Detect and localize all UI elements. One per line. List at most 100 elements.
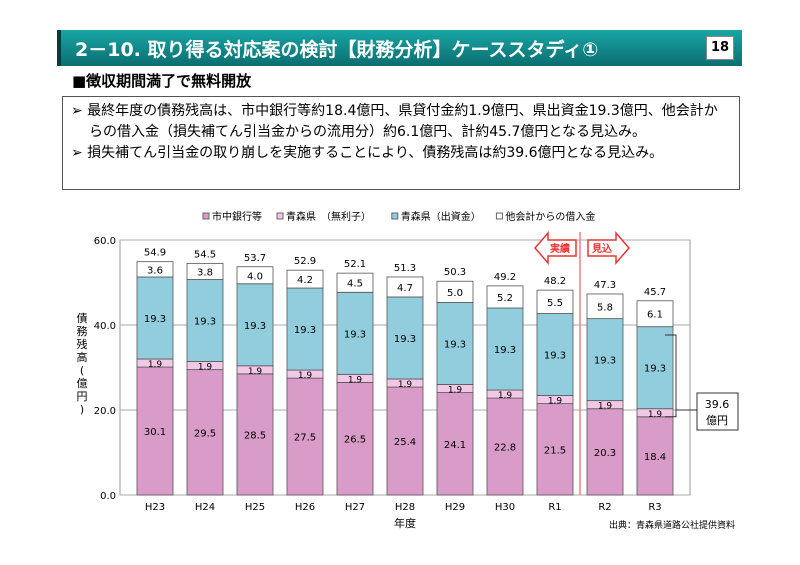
- data-label: 20.3: [594, 448, 616, 459]
- bar-segment: [636, 300, 674, 328]
- data-label: 5.0: [447, 288, 463, 299]
- legend-swatch: [391, 212, 399, 220]
- callout-box: [696, 392, 739, 431]
- x-tick-label: H24: [195, 502, 215, 513]
- y-axis-label-char: (: [80, 364, 84, 377]
- data-label: 24.1: [444, 440, 466, 451]
- x-tick-label: H27: [345, 502, 365, 513]
- total-label: 51.3: [394, 263, 416, 274]
- left-arrow-icon: [534, 230, 577, 266]
- bar-segment: [336, 272, 374, 293]
- x-tick-label: H29: [445, 502, 465, 513]
- data-label: 21.5: [544, 445, 566, 456]
- bar-segment: [336, 291, 374, 375]
- x-axis-label: 年度: [394, 516, 416, 530]
- data-label: 19.3: [144, 314, 166, 325]
- callout-value: 39.6: [705, 398, 730, 411]
- bar-segment: [586, 318, 624, 402]
- y-axis-label-char: 円: [77, 390, 88, 403]
- legend-label: 他会計からの借入金: [505, 210, 595, 223]
- data-label: 19.3: [544, 351, 566, 362]
- x-tick-label: R3: [648, 502, 661, 513]
- bar-segment: [286, 269, 324, 289]
- summary-box: ➢ 最終年度の債務残高は、市中銀行等約18.4億円、県貸付金約1.9億円、県出資…: [62, 96, 740, 190]
- x-tick-label: H23: [145, 502, 165, 513]
- data-label: 4.0: [247, 271, 263, 282]
- data-label: 19.3: [344, 329, 366, 340]
- total-label: 53.7: [244, 253, 266, 264]
- data-label: 19.3: [294, 325, 316, 336]
- page-number: 18: [706, 36, 734, 60]
- slide-title: 2－10. 取り得る対応案の検討【財務分析】ケーススタディ①: [75, 39, 599, 61]
- legend-label: 市中銀行等: [212, 210, 262, 223]
- legend-swatch: [495, 212, 503, 220]
- data-label: 5.2: [497, 293, 513, 304]
- bullet: ➢ 損失補てん引当金の取り崩しを実施することにより、債務残高は約39.6億円とな…: [71, 145, 664, 161]
- total-label: 54.9: [144, 248, 166, 259]
- legend-label: 青森県（出資金）: [401, 210, 481, 223]
- data-label: 6.1: [647, 310, 663, 321]
- title-bar: 2－10. 取り得る対応案の検討【財務分析】ケーススタディ① 18: [57, 30, 742, 66]
- data-label: 5.8: [597, 302, 613, 313]
- y-tick-label: 0.0: [100, 491, 116, 502]
- data-label: 5.5: [547, 298, 563, 309]
- bar-segment: [586, 408, 624, 496]
- bar-segment: [436, 302, 474, 385]
- bar-segment: [636, 326, 674, 410]
- data-label: 1.9: [198, 363, 213, 373]
- data-label: 1.9: [398, 380, 413, 390]
- bar-segment: [136, 366, 174, 496]
- total-label: 54.5: [194, 249, 216, 260]
- data-label: 18.4: [644, 452, 666, 463]
- data-label: 4.7: [397, 283, 413, 294]
- x-tick-label: H25: [245, 502, 265, 513]
- bar-segment: [536, 313, 574, 396]
- bar-segment: [136, 261, 174, 278]
- data-label: 4.5: [347, 279, 363, 290]
- total-label: 45.7: [644, 287, 666, 298]
- data-label: 19.3: [644, 364, 666, 375]
- data-label: 19.3: [194, 317, 216, 328]
- bar-segment: [436, 280, 474, 303]
- bar-segment: [586, 293, 624, 320]
- data-label: 1.9: [348, 375, 363, 385]
- data-label: 25.4: [394, 437, 416, 448]
- data-label: 19.3: [244, 321, 266, 332]
- right-arrow-icon: [587, 230, 630, 266]
- total-label: 52.1: [344, 259, 366, 270]
- actual-label: 実績: [550, 242, 570, 255]
- data-label: 1.9: [598, 402, 613, 412]
- data-label: 1.9: [248, 367, 263, 377]
- source-note: 出典：青森県道路公社提供資料: [609, 519, 735, 531]
- x-tick-label: R1: [548, 502, 561, 513]
- bar-segment: [436, 392, 474, 496]
- total-label: 49.2: [494, 272, 516, 283]
- bracket: [665, 334, 677, 418]
- data-label: 1.9: [498, 391, 513, 401]
- x-tick-label: H28: [395, 502, 415, 513]
- bar-segment: [386, 276, 424, 298]
- data-label: 3.6: [147, 265, 163, 276]
- data-label: 30.1: [144, 427, 166, 438]
- bar-segment: [186, 262, 224, 280]
- bar-segment: [386, 296, 424, 380]
- legend-label: 青森県 （無利子）: [286, 210, 371, 223]
- bar-segment: [286, 287, 324, 371]
- data-label: 19.3: [444, 339, 466, 350]
- data-label: 22.8: [494, 443, 516, 454]
- legend-swatch: [276, 212, 284, 220]
- data-label: 19.3: [594, 356, 616, 367]
- bar-segment: [486, 397, 524, 496]
- total-label: 47.3: [594, 280, 616, 291]
- data-label: 4.2: [297, 275, 313, 286]
- y-axis-label-char: 務: [77, 324, 88, 338]
- section-heading: ■徴収期間満了で無料開放: [72, 72, 252, 90]
- data-label: 28.5: [244, 430, 266, 441]
- y-tick-label: 40.0: [94, 321, 116, 332]
- data-label: 1.9: [148, 360, 163, 370]
- forecast-label: 見込: [591, 242, 612, 255]
- bar-segment: [536, 289, 574, 314]
- bar-segment: [236, 283, 274, 367]
- y-axis-label-char: ): [80, 403, 84, 416]
- bullet: ➢ 最終年度の債務残高は、市中銀行等約18.4億円、県貸付金約1.9億円、県出資…: [71, 103, 718, 140]
